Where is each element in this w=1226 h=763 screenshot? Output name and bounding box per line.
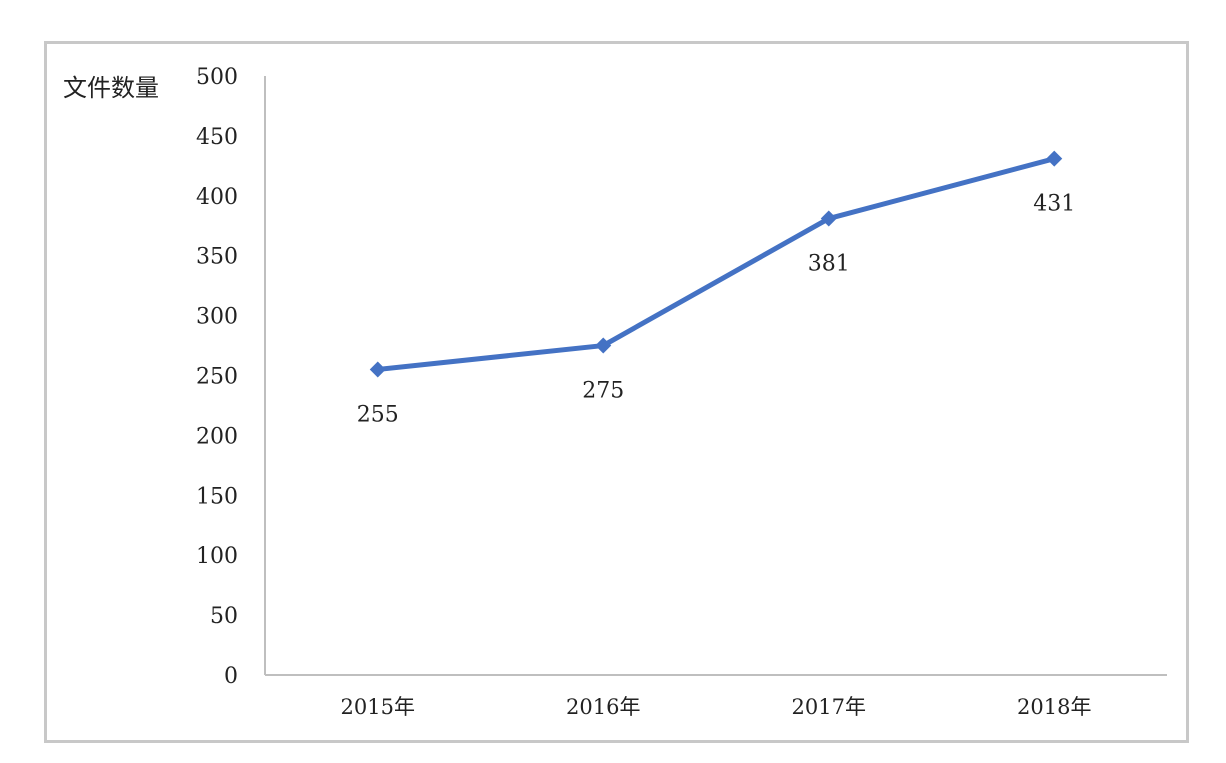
y-tick-label: 300	[196, 305, 238, 330]
y-tick-label: 100	[196, 544, 238, 569]
chart-frame	[44, 41, 1189, 743]
y-tick-label: 400	[196, 185, 238, 210]
x-tick-label: 2018年	[1017, 695, 1091, 719]
y-axis-ticks: 0 50 100 150 200 250 300 350 400 450 500	[196, 65, 238, 689]
data-label: 255	[357, 403, 399, 428]
series-group: 255 275 381 431	[357, 150, 1075, 428]
data-label: 431	[1033, 192, 1075, 217]
series-line	[375, 156, 1057, 373]
y-tick-label: 250	[196, 365, 238, 390]
data-point-marker	[820, 210, 837, 227]
data-point-marker	[1046, 150, 1063, 167]
x-tick-label: 2015年	[341, 695, 415, 719]
y-tick-label: 200	[196, 424, 238, 449]
data-label: 275	[582, 379, 624, 404]
y-axis-title: 文件数量	[63, 74, 159, 102]
x-axis-ticks: 2015年 2016年 2017年 2018年	[341, 695, 1092, 719]
x-tick-label: 2016年	[566, 695, 640, 719]
data-point-marker	[369, 361, 386, 378]
x-tick-label: 2017年	[792, 695, 866, 719]
y-tick-label: 350	[196, 245, 238, 270]
y-tick-label: 0	[224, 664, 238, 689]
data-point-marker	[595, 337, 612, 354]
y-tick-label: 450	[196, 125, 238, 150]
y-tick-label: 500	[196, 65, 238, 90]
data-label: 381	[808, 252, 850, 277]
y-tick-label: 50	[210, 604, 238, 629]
y-tick-label: 150	[196, 484, 238, 509]
